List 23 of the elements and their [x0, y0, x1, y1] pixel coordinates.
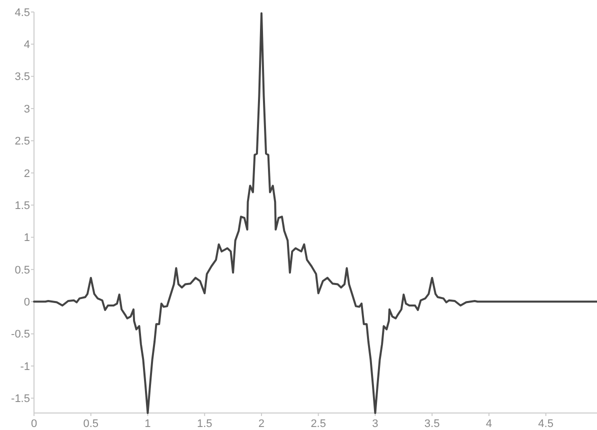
x-tick-label: 3.5 — [424, 418, 440, 430]
y-tick-label: 3 — [24, 103, 30, 116]
x-tick-label: 0.5 — [83, 418, 99, 430]
x-tick-label: 3 — [372, 418, 378, 430]
x-tick-label: 4 — [486, 418, 492, 430]
x-tick-label: 1 — [144, 418, 151, 430]
y-tick-label: 3.5 — [14, 71, 30, 84]
y-tick-label: 4.5 — [14, 6, 30, 19]
y-tick-label: 4 — [24, 39, 30, 52]
y-tick-label: 1.5 — [14, 200, 30, 212]
y-tick-label: 2 — [24, 168, 30, 180]
y-tick-label: 0 — [24, 296, 30, 308]
y-tick-label: -1 — [20, 360, 30, 373]
x-tick-label: 2.5 — [310, 418, 326, 430]
y-tick-label: 2.5 — [14, 136, 30, 148]
y-tick-label: -0.5 — [11, 328, 30, 341]
x-tick-label: 2 — [258, 418, 265, 430]
x-tick-label: 4.5 — [538, 418, 554, 430]
y-tick-label: -1.5 — [11, 393, 30, 406]
y-tick-label: 0.5 — [14, 264, 30, 276]
y-tick-label: 1 — [24, 232, 30, 244]
x-tick-label: 1.5 — [196, 418, 212, 430]
line-series — [33, 12, 597, 414]
